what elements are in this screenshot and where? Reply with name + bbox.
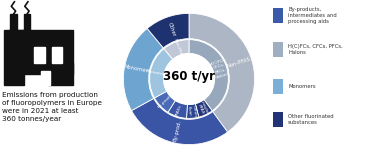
Text: H(C)FCs, CFCs, PFCs,
Halons: H(C)FCs, CFCs, PFCs, Halons [288, 44, 343, 55]
Text: H(C)FCs,
CFCs,
PFCs,
Halons: H(C)FCs, CFCs, PFCs, Halons [209, 58, 232, 80]
Text: Monomers: Monomers [145, 69, 168, 77]
Bar [273, 79, 283, 94]
Bar [273, 8, 283, 23]
Wedge shape [150, 49, 173, 98]
Text: Other
fluor.: Other fluor. [187, 105, 197, 118]
Wedge shape [168, 101, 187, 118]
Bar [273, 112, 283, 127]
Wedge shape [147, 13, 189, 48]
Wedge shape [132, 98, 228, 145]
Wedge shape [164, 40, 189, 59]
Text: maybe
PFAS: maybe PFAS [196, 100, 210, 117]
Bar [41, 71, 50, 85]
Text: 360 t/yr: 360 t/yr [163, 70, 215, 83]
Text: Other: Other [166, 22, 176, 37]
Bar [4, 30, 24, 85]
Text: By-prod.: By-prod. [173, 119, 183, 142]
Bar [10, 14, 17, 40]
Text: Monomers: Monomers [288, 84, 316, 89]
Text: Monomers: Monomers [123, 64, 152, 74]
Bar [273, 42, 283, 57]
Wedge shape [186, 104, 199, 118]
Text: By-products,
intermediates and
processing aids: By-products, intermediates and processin… [288, 7, 337, 24]
Wedge shape [195, 100, 212, 117]
Circle shape [164, 54, 214, 104]
Text: Emissions from production
of fluoropolymers in Europe
were in 2021 at least
360 : Emissions from production of fluoropolym… [2, 92, 102, 122]
Bar [24, 14, 30, 35]
Wedge shape [189, 40, 228, 111]
Text: Non-PFAS: Non-PFAS [172, 38, 183, 59]
Bar [34, 47, 45, 63]
Text: PFASs: PFASs [175, 103, 183, 117]
Text: Other fluorinated
substances: Other fluorinated substances [288, 114, 334, 125]
Bar [52, 47, 62, 63]
Bar [9, 30, 73, 74]
Text: by-prod.: by-prod. [157, 94, 173, 109]
Bar [48, 63, 73, 85]
Wedge shape [155, 91, 175, 112]
Text: Non-PFAS: Non-PFAS [226, 57, 251, 69]
Wedge shape [123, 28, 163, 111]
Wedge shape [189, 13, 255, 132]
